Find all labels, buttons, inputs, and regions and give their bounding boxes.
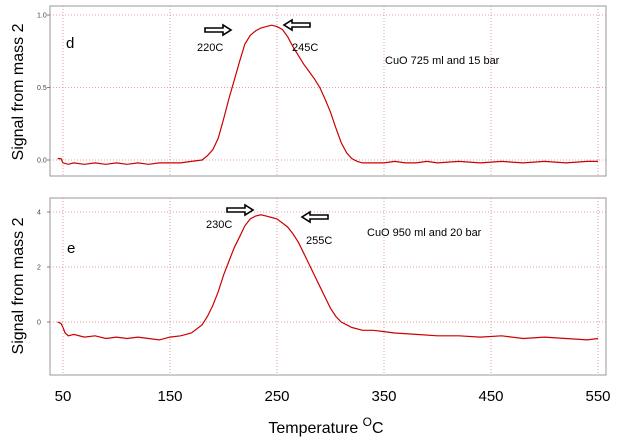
panel-e-annotation: CuO 950 ml and 20 bar xyxy=(367,227,482,239)
panel-d-y-tick-label: 0.0 xyxy=(37,158,47,165)
panel-d-frame xyxy=(49,5,607,177)
x-axis-label-sup: O xyxy=(363,415,372,429)
panel-d-annotation: CuO 725 ml and 15 bar xyxy=(385,55,500,67)
x-tick-label: 250 xyxy=(264,388,289,405)
panel-e-y-tick-label: 4 xyxy=(37,210,41,217)
panel-e-letter: e xyxy=(67,240,75,257)
panel-e-frame xyxy=(49,197,607,376)
panel-d-y-ticks: 0.0 0.5 1.0 xyxy=(37,13,50,165)
panel-d-x-grid xyxy=(62,6,599,176)
panel-d-marker-label: 220C xyxy=(197,42,223,54)
panel-e-y-label: Signal from mass 2 xyxy=(10,217,27,354)
panel-e-arrow-left xyxy=(300,210,329,224)
x-tick-label: 350 xyxy=(371,388,396,405)
x-axis-label-main: Temperature xyxy=(268,420,362,437)
panel-e: 0 2 4 e CuO 950 ml and 20 bar 230C 255C Sig… xyxy=(10,197,607,376)
panel-d-arrow-left xyxy=(282,18,311,32)
panel-d-markers: 220C 245C xyxy=(197,18,318,54)
x-tick-label: 150 xyxy=(157,388,182,405)
panel-e-markers: 230C 255C xyxy=(206,203,332,247)
x-axis-label: Temperature OC xyxy=(268,415,383,437)
panel-e-marker-label: 255C xyxy=(306,235,332,247)
panel-e-y-ticks: 0 2 4 xyxy=(37,210,50,327)
panel-d-arrow-right xyxy=(204,23,233,37)
panel-d-series-line xyxy=(57,24,598,165)
panel-e-series-line xyxy=(57,214,599,341)
panel-e-y-tick-label: 2 xyxy=(37,265,41,272)
panel-e-arrow-right xyxy=(226,203,255,217)
panel-d: 0.0 0.5 1.0 d CuO 725 ml and 15 bar 220C 24… xyxy=(10,5,607,177)
panel-d-y-tick-label: 1.0 xyxy=(37,13,47,20)
panel-d-marker-label: 245C xyxy=(292,42,318,54)
panel-e-marker-label: 230C xyxy=(206,219,232,231)
panel-e-x-grid xyxy=(62,198,599,375)
panel-d-y-tick-label: 0.5 xyxy=(37,85,47,92)
x-tick-labels: 50 150 250 350 450 550 xyxy=(55,388,611,405)
x-tick-label: 550 xyxy=(585,388,610,405)
panel-e-y-tick-label: 0 xyxy=(37,320,41,327)
x-axis-label-unit: C xyxy=(372,420,384,437)
panel-d-letter: d xyxy=(66,35,74,52)
x-tick-label: 450 xyxy=(478,388,503,405)
panel-d-y-label: Signal from mass 2 xyxy=(10,23,27,160)
x-tick-label: 50 xyxy=(55,388,72,405)
